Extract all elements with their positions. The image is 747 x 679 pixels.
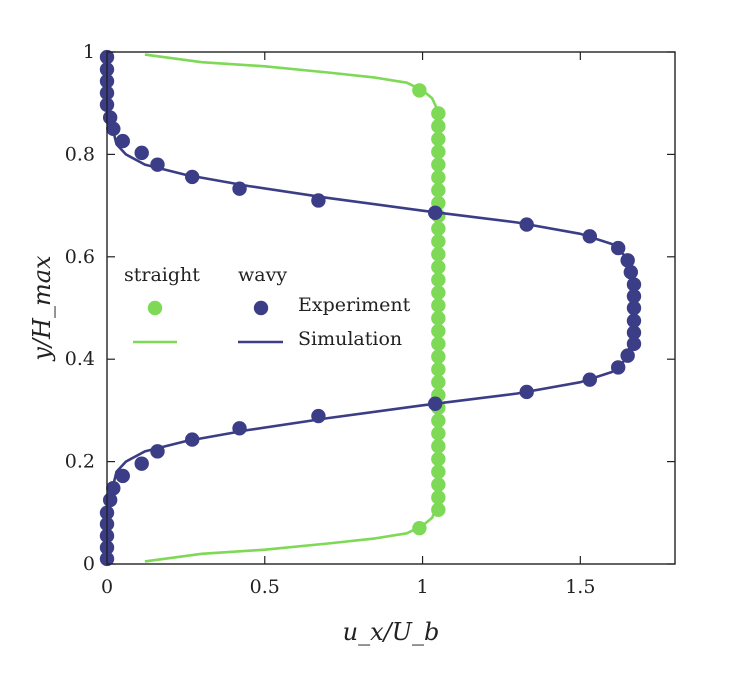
wavy-experiment-point	[620, 348, 635, 363]
straight-experiment-point	[431, 413, 446, 428]
straight-experiment-point	[431, 170, 446, 185]
x-tick-label: 1	[417, 576, 429, 598]
wavy-experiment-point	[626, 289, 642, 304]
legend-header-wavy: wavy	[238, 264, 287, 286]
wavy-experiment-point	[519, 384, 534, 400]
y-tick-label: 0	[83, 553, 95, 575]
straight-experiment-point	[431, 464, 446, 480]
straight-experiment-point	[431, 323, 446, 339]
y-tick-label: 0.8	[65, 143, 95, 165]
wavy-experiment-point	[611, 240, 626, 256]
wavy-experiment-point	[626, 277, 642, 292]
wavy-experiment-point	[626, 300, 642, 316]
straight-experiment-point	[431, 298, 446, 313]
straight-experiment-point	[412, 83, 427, 98]
wavy-experiment-point	[115, 468, 130, 484]
x-tick-label: 0	[101, 576, 113, 598]
straight-experiment-point	[431, 477, 446, 492]
legend-label-simulation: Simulation	[298, 328, 402, 350]
y-tick-label: 0.2	[65, 451, 95, 473]
wavy-experiment-point	[311, 408, 326, 424]
straight-experiment-point	[431, 157, 446, 172]
straight-experiment-point	[431, 285, 446, 300]
straight-experiment-point	[431, 451, 446, 467]
legend-marker-straight-experiment	[147, 300, 163, 316]
y-axis-label: y/H_max	[28, 255, 56, 362]
y-tick-label: 1	[83, 41, 95, 63]
straight-experiment-point	[431, 490, 446, 505]
straight-experiment-point	[431, 247, 446, 262]
wavy-experiment-point	[427, 205, 443, 220]
straight-experiment-point	[431, 426, 446, 441]
legend-marker-wavy-experiment	[253, 300, 269, 316]
straight-experiment-point	[431, 259, 446, 275]
wavy-experiment-point	[134, 456, 149, 471]
straight-experiment-point	[412, 520, 427, 536]
x-tick-label: 1.5	[565, 576, 595, 598]
straight-experiment-point	[431, 439, 446, 454]
straight-experiment-point	[431, 336, 446, 352]
straight-experiment-point	[431, 144, 446, 160]
wavy-experiment-point	[626, 336, 642, 352]
wavy-experiment-point	[582, 372, 597, 387]
wavy-experiment-point	[106, 121, 121, 136]
straight-experiment-point	[431, 349, 446, 364]
y-tick-label: 0.6	[65, 246, 95, 268]
straight-experiment-point	[431, 106, 446, 121]
wavy-experiment-point	[232, 181, 247, 196]
x-tick-label: 0.5	[250, 576, 280, 598]
wavy-experiment-point	[232, 421, 247, 436]
wavy-experiment-point	[582, 229, 597, 244]
wavy-experiment-point	[134, 145, 149, 161]
wavy-experiment-point	[150, 444, 165, 459]
straight-experiment-point	[431, 375, 446, 390]
straight-experiment-point	[431, 272, 446, 288]
wavy-experiment-point	[115, 133, 130, 149]
x-axis-label: u_x/U_b	[343, 618, 440, 646]
wavy-experiment-point	[626, 325, 642, 340]
wavy-experiment-point	[106, 481, 121, 496]
straight-experiment-point	[431, 183, 446, 198]
straight-experiment-point	[431, 221, 446, 236]
plot-frame	[106, 51, 676, 565]
wavy-experiment-point	[185, 169, 200, 185]
wavy-experiment-point	[611, 360, 626, 375]
wavy-experiment-point	[427, 396, 443, 411]
straight-experiment-point	[431, 119, 446, 134]
straight-experiment-point	[431, 502, 446, 517]
wavy-experiment-point	[623, 264, 639, 280]
wavy-experiment-point	[102, 110, 118, 125]
legend-label-experiment: Experiment	[298, 294, 411, 316]
wavy-experiment-point	[150, 157, 165, 172]
straight-experiment-point	[431, 311, 446, 326]
straight-experiment-point	[431, 362, 446, 377]
y-tick-label: 0.4	[65, 348, 95, 370]
wavy-experiment-point	[185, 432, 200, 447]
straight-experiment-point	[431, 234, 446, 249]
wavy-experiment-point	[626, 313, 642, 328]
wavy-experiment-point	[519, 217, 534, 232]
wavy-experiment-point	[620, 253, 635, 268]
legend-header-straight: straight	[124, 264, 200, 286]
wavy-experiment-point	[311, 193, 326, 208]
straight-experiment-point	[431, 131, 446, 147]
